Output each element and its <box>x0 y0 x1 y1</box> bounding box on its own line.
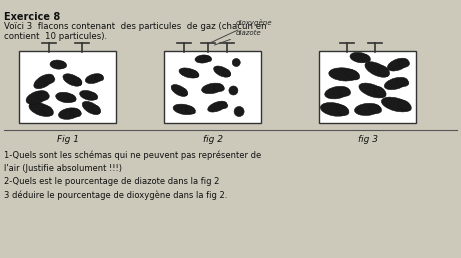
Ellipse shape <box>190 70 199 78</box>
Ellipse shape <box>201 83 224 94</box>
Ellipse shape <box>338 88 351 96</box>
Ellipse shape <box>369 105 382 114</box>
Ellipse shape <box>378 66 390 76</box>
Ellipse shape <box>59 61 67 68</box>
Text: fig 3: fig 3 <box>357 135 378 144</box>
Ellipse shape <box>42 106 53 116</box>
Ellipse shape <box>56 92 76 103</box>
Ellipse shape <box>365 62 389 77</box>
Text: 2-Quels est le pourcentage de diazote dans la fig 2: 2-Quels est le pourcentage de diazote da… <box>4 177 219 186</box>
Ellipse shape <box>26 91 48 104</box>
Ellipse shape <box>325 86 349 99</box>
Ellipse shape <box>398 100 411 111</box>
Ellipse shape <box>180 88 188 96</box>
Ellipse shape <box>67 94 76 102</box>
Ellipse shape <box>195 55 211 63</box>
Ellipse shape <box>359 83 385 98</box>
Ellipse shape <box>38 92 49 100</box>
Ellipse shape <box>179 68 199 78</box>
Text: l'air (Justifie absolument !!!): l'air (Justifie absolument !!!) <box>4 164 122 173</box>
Ellipse shape <box>213 84 225 91</box>
Ellipse shape <box>213 66 230 77</box>
Ellipse shape <box>204 56 212 62</box>
Ellipse shape <box>208 101 227 112</box>
FancyBboxPatch shape <box>19 51 116 123</box>
Ellipse shape <box>50 60 66 69</box>
Ellipse shape <box>223 69 231 77</box>
Ellipse shape <box>185 106 195 114</box>
Text: 3 déduire le pourcentage de dioxygène dans la fig 2.: 3 déduire le pourcentage de dioxygène da… <box>4 190 227 199</box>
Text: Voïci 3  flacons contenant  des particules  de gaz (chacun en
contient  10 parti: Voïci 3 flacons contenant des particules… <box>4 22 266 41</box>
Ellipse shape <box>320 102 348 116</box>
Ellipse shape <box>82 101 100 115</box>
Ellipse shape <box>85 74 103 84</box>
Text: dioxygène: dioxygène <box>210 19 272 43</box>
Text: Fig 1: Fig 1 <box>57 135 78 144</box>
Ellipse shape <box>29 102 53 116</box>
Ellipse shape <box>89 92 98 100</box>
Ellipse shape <box>355 103 380 116</box>
Ellipse shape <box>44 76 55 84</box>
Ellipse shape <box>346 70 360 80</box>
Text: fig 2: fig 2 <box>202 135 223 144</box>
Ellipse shape <box>59 108 80 119</box>
Ellipse shape <box>71 109 81 117</box>
Ellipse shape <box>80 91 97 100</box>
Text: diazote: diazote <box>214 30 261 45</box>
Ellipse shape <box>336 105 349 115</box>
Ellipse shape <box>95 75 104 81</box>
FancyBboxPatch shape <box>164 51 261 123</box>
Ellipse shape <box>232 59 240 67</box>
Text: Exercice 8: Exercice 8 <box>4 12 60 22</box>
Ellipse shape <box>234 107 244 117</box>
Ellipse shape <box>63 74 82 86</box>
Ellipse shape <box>387 58 408 71</box>
FancyBboxPatch shape <box>319 51 416 123</box>
Ellipse shape <box>229 86 238 95</box>
Ellipse shape <box>171 85 187 96</box>
Ellipse shape <box>361 54 371 62</box>
Text: 1-Quels sont les schémas qui ne peuvent pas représenter de: 1-Quels sont les schémas qui ne peuvent … <box>4 151 261 160</box>
Ellipse shape <box>218 102 228 109</box>
Ellipse shape <box>399 60 410 67</box>
Ellipse shape <box>173 104 195 115</box>
Ellipse shape <box>397 79 409 86</box>
Ellipse shape <box>34 74 53 89</box>
Ellipse shape <box>384 77 408 90</box>
Ellipse shape <box>73 77 82 86</box>
Ellipse shape <box>329 68 359 81</box>
Ellipse shape <box>92 105 100 114</box>
Ellipse shape <box>350 52 370 63</box>
Ellipse shape <box>374 86 386 97</box>
Ellipse shape <box>381 97 411 112</box>
